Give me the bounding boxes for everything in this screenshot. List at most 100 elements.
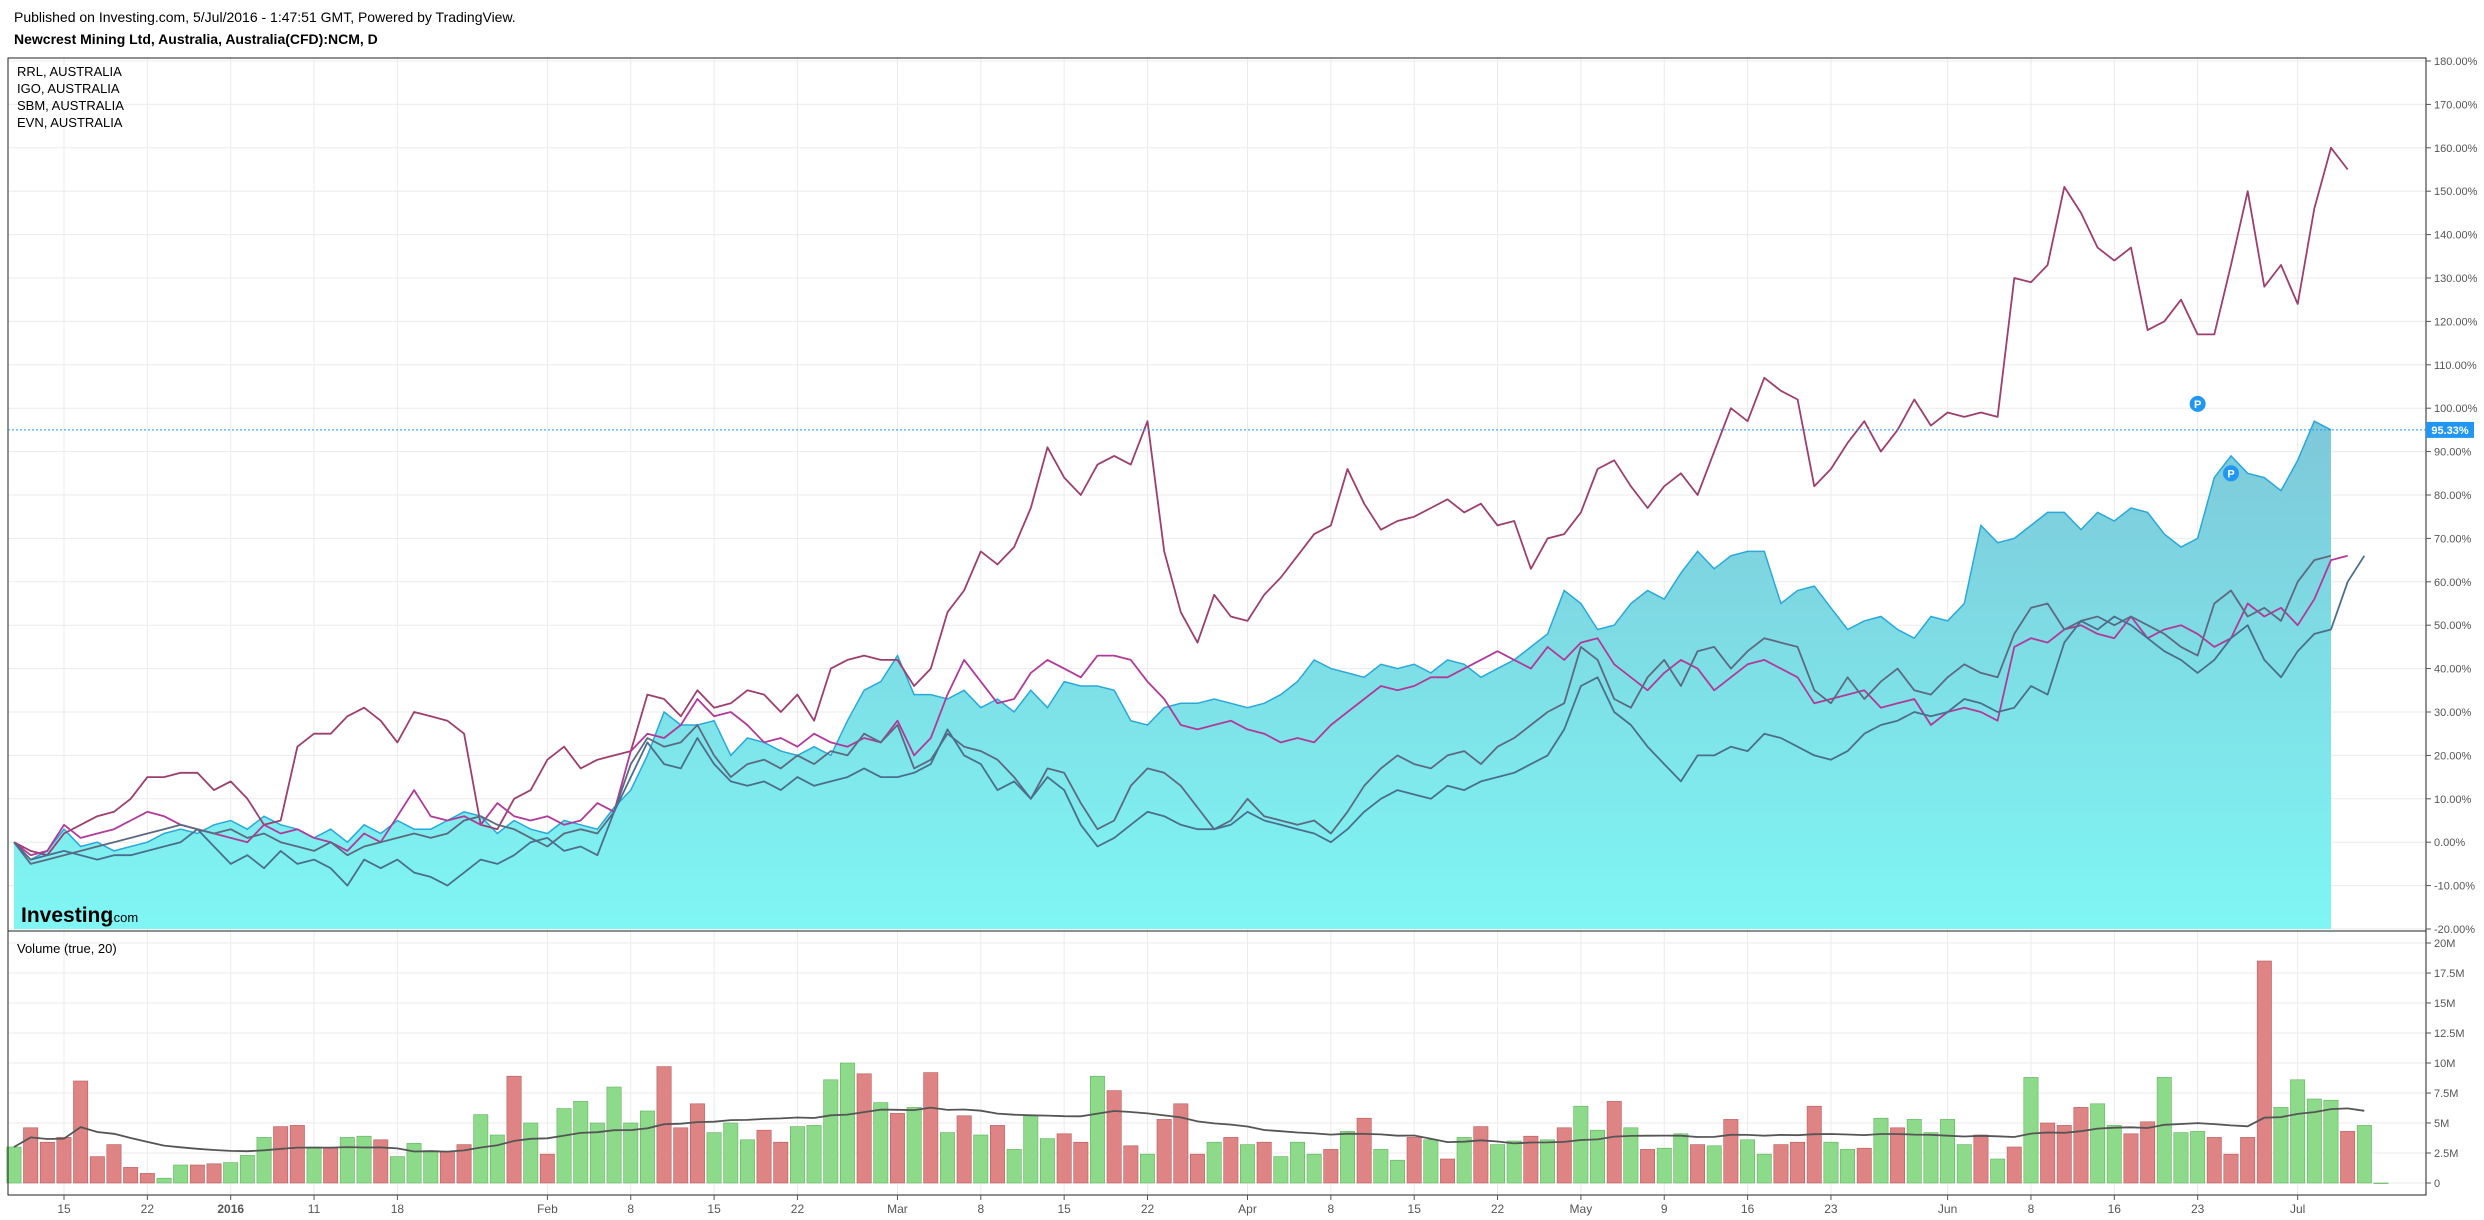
published-line: Published on Investing.com, 5/Jul/2016 -… [14, 9, 516, 25]
volume-tick-label: 15M [2434, 998, 2455, 1010]
volume-bar [273, 1126, 289, 1184]
volume-bar [1223, 1137, 1239, 1184]
volume-bar [1823, 1141, 1839, 1184]
volume-bar [623, 1122, 639, 1184]
volume-bar [73, 1080, 89, 1184]
y-tick-label: 120.00% [2434, 316, 2478, 328]
volume-bar [1240, 1144, 1255, 1184]
volume-bar [906, 1107, 922, 1184]
volume-bar [256, 1137, 272, 1184]
p-marker-label: P [2227, 468, 2234, 480]
y-tick-label: -20.00% [2434, 924, 2475, 936]
volume-bar [1723, 1119, 1739, 1184]
volume-bar [2223, 1153, 2239, 1184]
volume-bar [306, 1146, 322, 1184]
volume-bar [1340, 1131, 1356, 1184]
line-series-layer [13, 146, 2366, 887]
volume-bar [339, 1137, 355, 1184]
volume-bar [1806, 1105, 1822, 1184]
x-tick-label: 22 [1141, 1202, 1155, 1216]
volume-bar [1023, 1115, 1039, 1184]
volume-bar [1706, 1145, 1722, 1184]
area-series-layer [13, 420, 2332, 929]
volume-bar [1840, 1149, 1856, 1184]
y-tick-label: 80.00% [2434, 490, 2472, 502]
volume-bar [1206, 1141, 1222, 1184]
volume-tick-label: 12.5M [2434, 1028, 2465, 1040]
x-tick-label: 18 [391, 1202, 405, 1216]
volume-bar [1940, 1119, 1956, 1184]
volume-tick-label: 20M [2434, 938, 2455, 950]
volume-bar [756, 1129, 772, 1184]
volume-tick-label: 7.5M [2434, 1088, 2458, 1100]
volume-bar [106, 1144, 122, 1184]
x-tick-label: 22 [1491, 1202, 1505, 1216]
logo-text: Investing [21, 904, 113, 927]
volume-bar [2323, 1099, 2339, 1184]
volume-bar [156, 1177, 172, 1184]
volume-bar [506, 1075, 522, 1184]
y-tick-label: 60.00% [2434, 577, 2472, 589]
series-line-evn [13, 555, 2366, 887]
x-tick-label: 22 [791, 1202, 805, 1216]
volume-bar [639, 1110, 655, 1184]
volume-bar [2140, 1121, 2156, 1184]
x-tick-label: 16 [2108, 1202, 2122, 1216]
x-tick-label: 15 [707, 1202, 721, 1216]
volume-bar [2056, 1125, 2072, 1184]
x-tick-label: 16 [1741, 1202, 1755, 1216]
volume-tick-label: 17.5M [2434, 968, 2465, 980]
volume-bar [523, 1122, 539, 1184]
volume-bar [839, 1062, 855, 1184]
volume-bar [556, 1108, 572, 1184]
volume-bar [1640, 1149, 1656, 1184]
volume-bar [1090, 1075, 1105, 1184]
volume-bar [1323, 1149, 1339, 1184]
volume-bar [1890, 1127, 1906, 1184]
plot-frame [7, 57, 2427, 1196]
x-tick-label: 11 [308, 1202, 321, 1216]
x-tick-label: 8 [1328, 1202, 1335, 1216]
volume-bar [1140, 1153, 1155, 1184]
volume-bar [489, 1134, 505, 1184]
volume-bar [223, 1162, 239, 1184]
volume-bar [2073, 1107, 2089, 1184]
volume-bar [606, 1086, 622, 1184]
volume-tick-label: 10M [2434, 1058, 2455, 1070]
p-marker-label: P [2194, 399, 2201, 411]
volume-bar [706, 1132, 722, 1184]
x-tick-label: Mar [887, 1202, 908, 1216]
volume-bar [889, 1113, 905, 1184]
volume-bar [439, 1151, 455, 1184]
volume-bar [89, 1156, 105, 1184]
volume-bar [423, 1150, 439, 1184]
volume-moving-average [13, 1106, 2365, 1153]
volume-bar [2256, 960, 2272, 1184]
volume-bar [123, 1167, 139, 1184]
x-tick-label: 8 [627, 1202, 634, 1216]
y-tick-label: -10.00% [2434, 881, 2475, 893]
volume-tick-label: 0 [2434, 1178, 2440, 1190]
investing-logo: Investing .com [21, 904, 138, 927]
volume-bar [239, 1155, 255, 1184]
volume-bar [1956, 1144, 1972, 1184]
last-value-badge-text: 95.33% [2431, 425, 2469, 437]
x-tick-label: 15 [57, 1202, 71, 1216]
volume-bar [2190, 1131, 2206, 1184]
volume-bar [1423, 1139, 1439, 1184]
volume-bar [2090, 1103, 2106, 1184]
axes-layer: 180.00%170.00%160.00%150.00%140.00%130.0… [7, 56, 2478, 1216]
volume-bars-layer [6, 960, 2389, 1184]
y-tick-label: 160.00% [2434, 143, 2478, 155]
volume-bar [1040, 1138, 1055, 1184]
chart-header: Published on Investing.com, 5/Jul/2016 -… [14, 6, 516, 50]
volume-bar [6, 1146, 22, 1184]
volume-bar [1573, 1105, 1589, 1184]
volume-bar [973, 1134, 989, 1184]
volume-bar [1073, 1141, 1089, 1184]
area-fill [14, 421, 2331, 929]
volume-bar [1006, 1149, 1022, 1184]
legend-rrl: RRL, AUSTRALIA [17, 64, 122, 79]
x-tick-label: Feb [537, 1202, 558, 1216]
